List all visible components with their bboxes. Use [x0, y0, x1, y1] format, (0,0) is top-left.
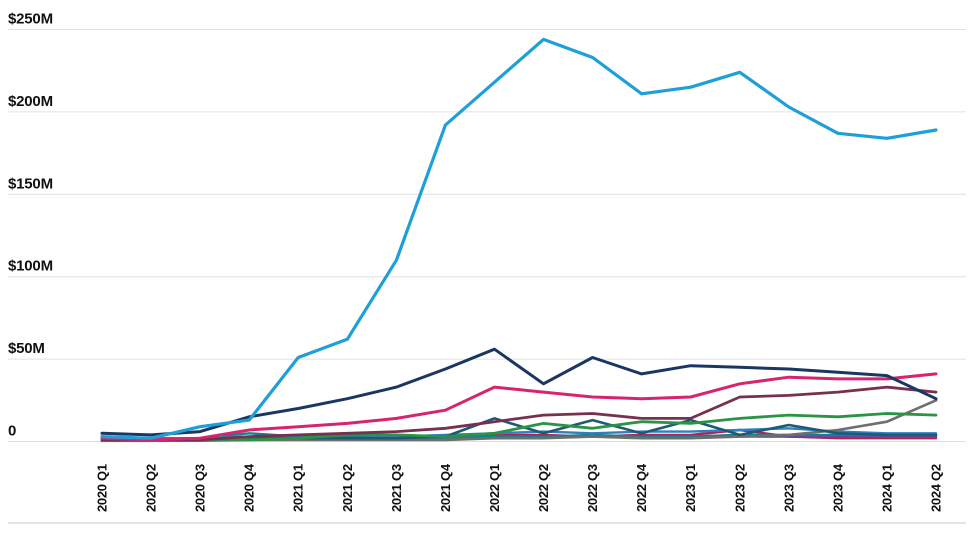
y-axis-label-250: $250M	[8, 11, 53, 28]
y-axis-label-0: 0	[8, 423, 16, 440]
x-axis-label-2021-Q2: 2021 Q2	[340, 464, 355, 512]
x-axis-label-2020-Q3: 2020 Q3	[193, 464, 208, 512]
x-axis-label-2020-Q2: 2020 Q2	[144, 464, 159, 512]
x-axis-label-2023-Q1: 2023 Q1	[683, 464, 698, 512]
x-axis-label-2023-Q3: 2023 Q3	[781, 464, 796, 512]
x-axis-label-2021-Q4: 2021 Q4	[438, 463, 453, 512]
series-line-navy[interactable]	[100, 347, 938, 437]
y-axis-label-150: $150M	[8, 175, 53, 192]
x-axis-label-2022-Q4: 2022 Q4	[634, 463, 649, 512]
series-line-light-blue[interactable]	[100, 37, 938, 440]
x-axis-label-2023-Q2: 2023 Q2	[732, 464, 747, 512]
x-axis-label-2022-Q3: 2022 Q3	[585, 464, 600, 512]
x-axis-label-2021-Q3: 2021 Q3	[389, 464, 404, 512]
x-axis-label-2021-Q1: 2021 Q1	[291, 464, 306, 512]
x-axis-label-2022-Q2: 2022 Q2	[536, 464, 551, 512]
series-line-maroon[interactable]	[100, 385, 938, 442]
x-axis-label-2023-Q4: 2023 Q4	[830, 463, 845, 512]
x-axis-label-2024-Q1: 2024 Q1	[879, 464, 894, 512]
y-axis-label-200: $200M	[8, 93, 53, 110]
x-axis-label-2020-Q1: 2020 Q1	[95, 464, 110, 512]
y-axis-label-50: $50M	[8, 340, 45, 357]
x-axis-label-2024-Q2: 2024 Q2	[929, 464, 944, 512]
y-axis-label-100: $100M	[8, 258, 53, 275]
series-line-pink[interactable]	[100, 372, 938, 442]
series-line-green[interactable]	[100, 412, 938, 443]
x-axis-label-2022-Q1: 2022 Q1	[487, 464, 502, 512]
x-axis-label-2020-Q4: 2020 Q4	[242, 463, 257, 512]
